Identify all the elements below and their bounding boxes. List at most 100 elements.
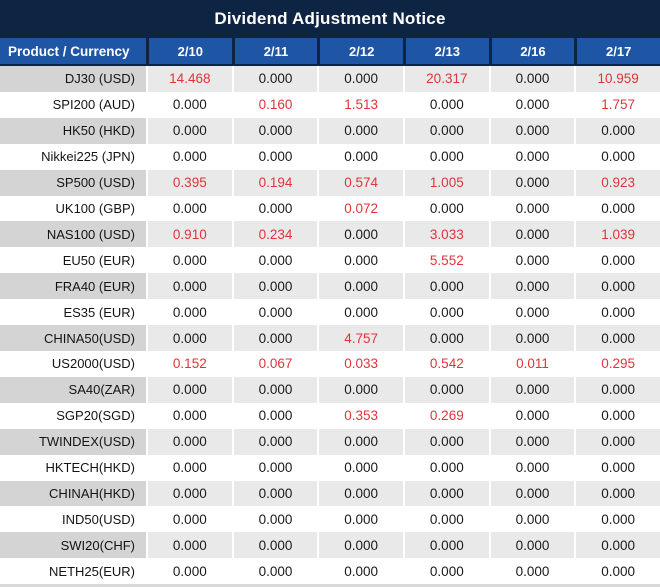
value-cell: 0.000 <box>233 143 318 170</box>
product-label: SWI20(CHF) <box>0 532 146 559</box>
table-row: IND50(USD) 0.000 0.000 0.000 0.000 0.000 0.000 <box>0 506 660 533</box>
value-cell: 0.000 <box>490 117 575 144</box>
product-label: SP500 (USD) <box>0 169 146 196</box>
value-cell: 0.000 <box>404 117 489 144</box>
product-label: EU50 (EUR) <box>0 247 146 274</box>
value-cell: 0.269 <box>404 402 489 429</box>
product-label: HK50 (HKD) <box>0 117 146 144</box>
value-cell: 0.000 <box>576 558 660 585</box>
value-cell: 0.000 <box>404 195 489 222</box>
value-cell: 0.000 <box>148 428 232 455</box>
value-cell: 4.757 <box>319 325 403 351</box>
value-cell: 0.000 <box>576 428 660 455</box>
value-cell: 0.395 <box>148 169 232 196</box>
footer-strip <box>0 584 660 587</box>
value-cell: 0.000 <box>576 480 660 507</box>
value-cell: 0.000 <box>148 506 232 533</box>
table-row: FRA40 (EUR) 0.000 0.000 0.000 0.000 0.000 0.00… <box>0 273 660 300</box>
value-cell: 0.000 <box>148 325 232 351</box>
value-cell: 0.000 <box>490 428 575 455</box>
value-cell: 0.000 <box>319 273 403 300</box>
value-cell: 0.000 <box>148 480 232 507</box>
value-cell: 0.000 <box>319 506 403 533</box>
value-cell: 0.000 <box>233 273 318 300</box>
value-cell: 0.000 <box>319 66 403 92</box>
product-label: HKTECH(HKD) <box>0 454 146 481</box>
value-cell: 0.000 <box>490 299 575 326</box>
value-cell: 0.295 <box>576 350 660 377</box>
product-label: TWINDEX(USD) <box>0 428 146 455</box>
table-row: SP500 (USD) 0.395 0.194 0.574 1.005 0.000 0.92… <box>0 169 660 196</box>
value-cell: 0.000 <box>233 66 318 92</box>
value-cell: 0.000 <box>490 402 575 429</box>
value-cell: 0.000 <box>490 454 575 481</box>
value-cell: 0.574 <box>319 169 403 196</box>
value-cell: 0.000 <box>319 221 403 248</box>
value-cell: 0.033 <box>319 350 403 377</box>
table-row: CHINAH(HKD) 0.000 0.000 0.000 0.000 0.000 0.00… <box>0 480 660 507</box>
value-cell: 0.000 <box>490 91 575 118</box>
value-cell: 0.000 <box>233 428 318 455</box>
value-cell: 0.000 <box>404 454 489 481</box>
value-cell: 0.000 <box>233 299 318 326</box>
value-cell: 0.000 <box>233 480 318 507</box>
value-cell: 0.000 <box>404 558 489 585</box>
value-cell: 0.000 <box>404 480 489 507</box>
value-cell: 0.000 <box>319 247 403 274</box>
product-label: SGP20(SGD) <box>0 402 146 429</box>
value-cell: 0.000 <box>490 558 575 585</box>
value-cell: 0.000 <box>576 454 660 481</box>
value-cell: 0.000 <box>148 376 232 403</box>
product-label: ES35 (EUR) <box>0 299 146 326</box>
value-cell: 0.000 <box>404 506 489 533</box>
value-cell: 0.000 <box>404 299 489 326</box>
value-cell: 0.000 <box>576 376 660 403</box>
product-label: SA40(ZAR) <box>0 376 146 403</box>
table-row: NAS100 (USD) 0.910 0.234 0.000 3.033 0.000 1.0… <box>0 221 660 248</box>
table-row: SA40(ZAR) 0.000 0.000 0.000 0.000 0.000 0.000 <box>0 376 660 403</box>
value-cell: 0.000 <box>404 376 489 403</box>
value-cell: 0.910 <box>148 221 232 248</box>
col-header-date: 2/10 <box>149 38 232 64</box>
value-cell: 3.033 <box>404 221 489 248</box>
value-cell: 0.000 <box>319 376 403 403</box>
value-cell: 0.160 <box>233 91 318 118</box>
value-cell: 0.000 <box>490 376 575 403</box>
value-cell: 0.000 <box>404 91 489 118</box>
value-cell: 0.072 <box>319 195 403 222</box>
table-row: NETH25(EUR) 0.000 0.000 0.000 0.000 0.000 0.00… <box>0 558 660 585</box>
col-header-product: Product / Currency <box>0 38 146 64</box>
value-cell: 0.000 <box>404 273 489 300</box>
table-body: DJ30 (USD) 14.468 0.000 0.000 20.317 0.000 10.… <box>0 66 660 585</box>
value-cell: 0.000 <box>148 454 232 481</box>
table-row: US2000(USD) 0.152 0.067 0.033 0.542 0.011 0.29… <box>0 350 660 377</box>
product-label: NAS100 (USD) <box>0 221 146 248</box>
value-cell: 0.000 <box>490 66 575 92</box>
value-cell: 0.000 <box>319 480 403 507</box>
value-cell: 14.468 <box>148 66 232 92</box>
header-row: Product / Currency 2/10 2/11 2/12 2/13 2/16 2/… <box>0 38 660 66</box>
product-label: SPI200 (AUD) <box>0 91 146 118</box>
col-header-date: 2/13 <box>405 38 489 64</box>
value-cell: 0.000 <box>233 402 318 429</box>
value-cell: 0.000 <box>233 558 318 585</box>
table-row: ES35 (EUR) 0.000 0.000 0.000 0.000 0.000 0.000 <box>0 299 660 326</box>
table-row: HKTECH(HKD) 0.000 0.000 0.000 0.000 0.000 0.00… <box>0 454 660 481</box>
table-row: TWINDEX(USD) 0.000 0.000 0.000 0.000 0.000 0.0… <box>0 428 660 455</box>
value-cell: 0.000 <box>576 247 660 274</box>
value-cell: 0.000 <box>319 558 403 585</box>
product-label: Nikkei225 (JPN) <box>0 143 146 170</box>
table-row: SGP20(SGD) 0.000 0.000 0.353 0.269 0.000 0.000 <box>0 402 660 429</box>
value-cell: 0.353 <box>319 402 403 429</box>
value-cell: 0.000 <box>576 117 660 144</box>
value-cell: 0.000 <box>233 532 318 559</box>
value-cell: 0.000 <box>319 143 403 170</box>
value-cell: 0.542 <box>404 350 489 377</box>
value-cell: 0.011 <box>490 350 575 377</box>
value-cell: 0.000 <box>148 532 232 559</box>
value-cell: 0.923 <box>576 169 660 196</box>
table-row: HK50 (HKD) 0.000 0.000 0.000 0.000 0.000 0.000 <box>0 117 660 144</box>
value-cell: 0.152 <box>148 350 232 377</box>
value-cell: 0.000 <box>490 195 575 222</box>
value-cell: 1.039 <box>576 221 660 248</box>
